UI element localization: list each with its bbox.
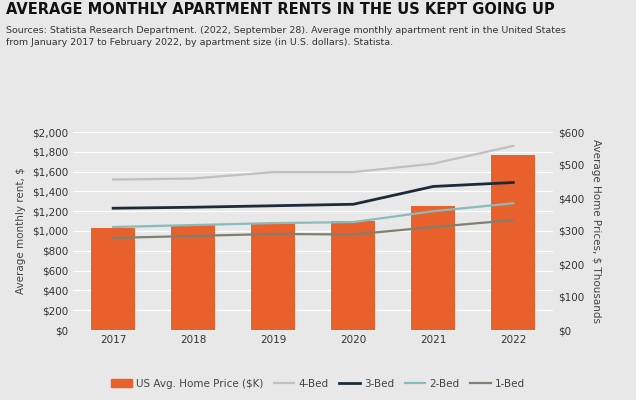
Y-axis label: Average Home Prices, $ Thousands: Average Home Prices, $ Thousands bbox=[591, 139, 601, 323]
Bar bbox=[411, 206, 455, 330]
Legend: US Avg. Home Price ($K), 4-Bed, 3-Bed, 2-Bed, 1-Bed: US Avg. Home Price ($K), 4-Bed, 3-Bed, 2… bbox=[109, 377, 527, 391]
Y-axis label: Average monthly rent, $: Average monthly rent, $ bbox=[17, 168, 27, 294]
Bar bbox=[331, 222, 375, 330]
Bar bbox=[91, 228, 135, 330]
Text: Sources: Statista Research Department. (2022, September 28). Average monthly apa: Sources: Statista Research Department. (… bbox=[6, 26, 566, 47]
Text: AVERAGE MONTHLY APARTMENT RENTS IN THE US KEPT GOING UP: AVERAGE MONTHLY APARTMENT RENTS IN THE U… bbox=[6, 2, 555, 17]
Bar bbox=[251, 224, 295, 330]
Bar bbox=[491, 155, 536, 330]
Bar bbox=[171, 225, 215, 330]
